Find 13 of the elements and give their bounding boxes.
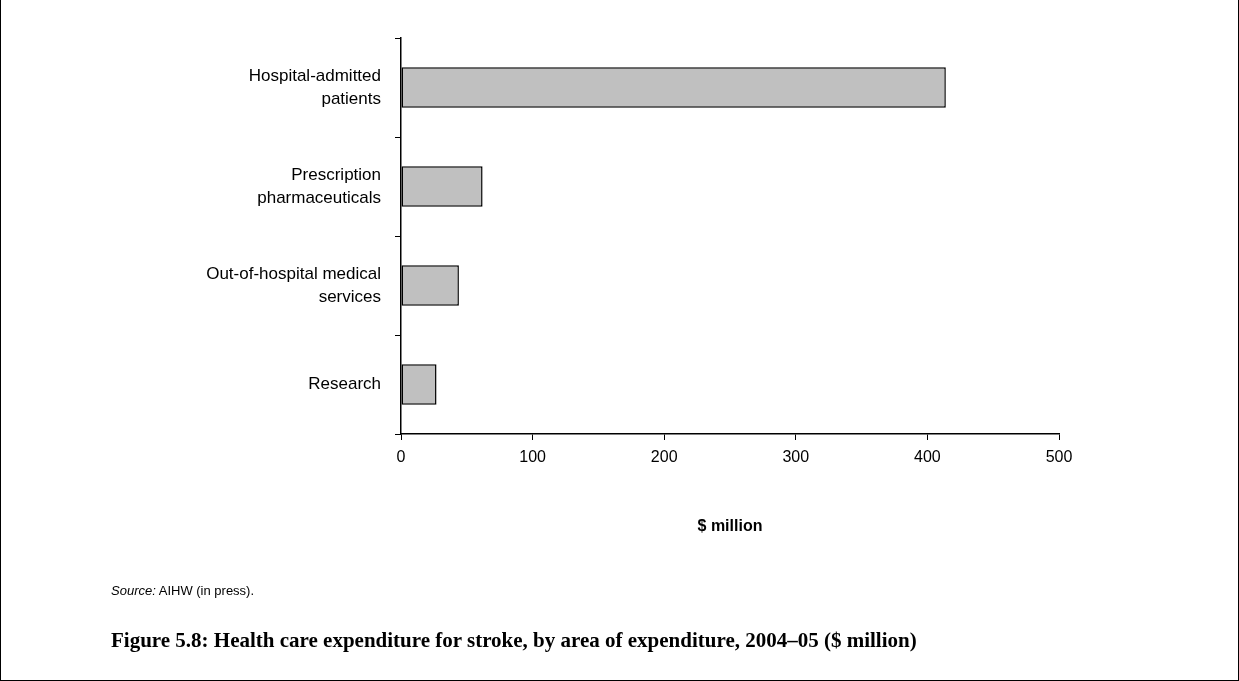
x-tick-label: 300	[782, 448, 810, 466]
y-tick-label: Out-of-hospital medical services	[206, 263, 381, 306]
y-tick-label: Hospital-admitted patients	[248, 65, 381, 108]
y-tick-label: Prescription pharmaceuticals	[257, 164, 381, 207]
x-tick-label: 200	[650, 448, 678, 466]
y-tick-label: Research	[308, 374, 381, 394]
x-tick-label: 500	[1045, 448, 1073, 466]
text: Figure 5.8: Health care expenditure for stroke, by area of expenditure, 2004–05 ($ million)	[111, 628, 917, 653]
x-axis-title: $ million	[697, 516, 763, 534]
source-note: Source: AIHW (in press).	[111, 583, 255, 598]
x-tick-label: 0	[396, 448, 406, 466]
x-tick-label: 100	[519, 448, 547, 466]
x-tick-label: 400	[914, 448, 941, 466]
